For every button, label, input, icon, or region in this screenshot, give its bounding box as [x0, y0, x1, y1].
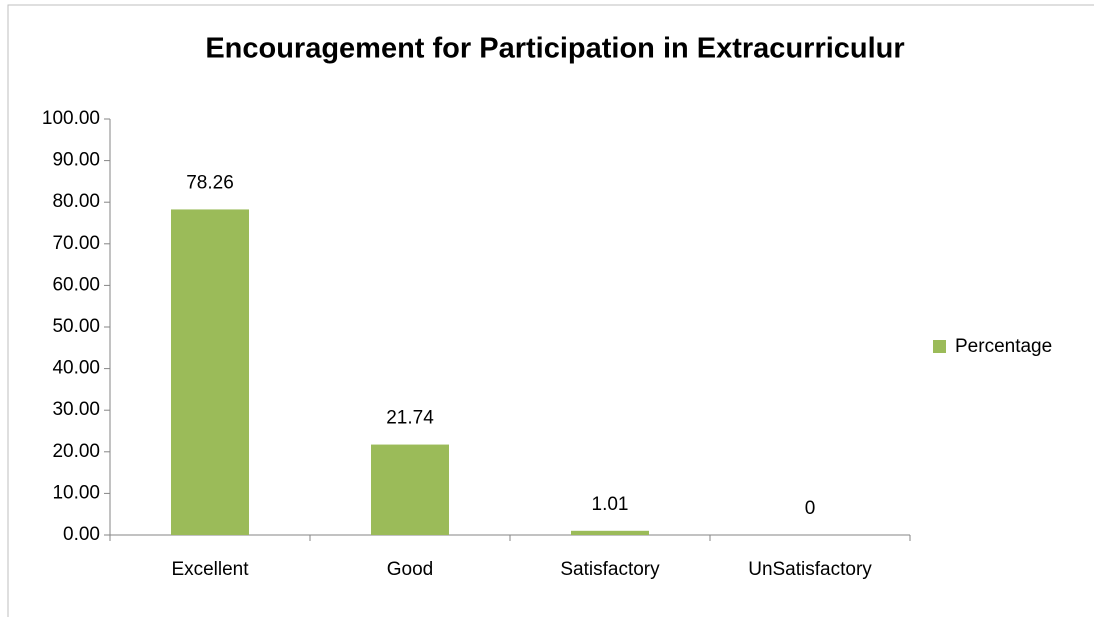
x-tick-label: Satisfactory: [560, 559, 660, 580]
bar: [171, 209, 249, 535]
y-tick-label: 90.00: [52, 150, 100, 171]
x-tick-label: Excellent: [171, 559, 249, 580]
x-tick-label: Good: [387, 559, 433, 580]
data-label: 1.01: [592, 494, 629, 515]
legend-label: Percentage: [955, 336, 1052, 357]
data-label: 78.26: [186, 172, 234, 193]
y-tick-label: 30.00: [52, 399, 100, 420]
y-tick-label: 20.00: [52, 441, 100, 462]
y-tick-label: 100.00: [42, 108, 100, 129]
y-tick-label: 0.00: [63, 524, 100, 545]
y-tick-label: 50.00: [52, 316, 100, 337]
bar: [371, 444, 449, 535]
chart-title: Encouragement for Participation in Extra…: [205, 33, 904, 65]
data-label: 21.74: [386, 408, 434, 429]
y-tick-label: 10.00: [52, 482, 100, 503]
chart-border: [7, 4, 1094, 617]
y-tick-label: 60.00: [52, 274, 100, 295]
legend-swatch: [933, 340, 946, 353]
y-tick-label: 40.00: [52, 358, 100, 379]
y-tick-label: 70.00: [52, 233, 100, 254]
data-label: 0: [805, 498, 816, 519]
bar: [571, 530, 649, 535]
x-tick-label: UnSatisfactory: [748, 559, 872, 580]
y-tick-label: 80.00: [52, 191, 100, 212]
